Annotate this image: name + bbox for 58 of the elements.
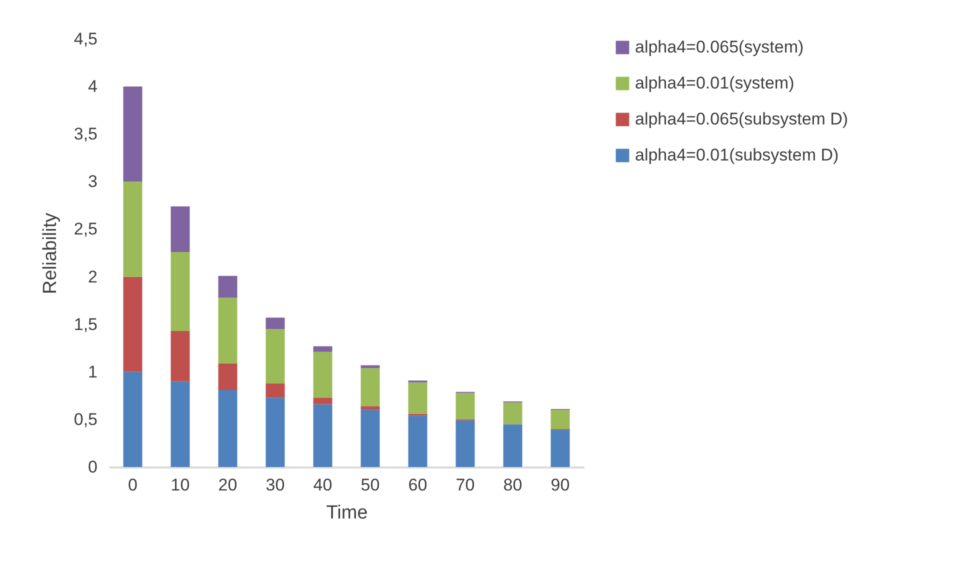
y-tick-label: 4	[88, 77, 98, 96]
y-tick-label: 2,5	[74, 220, 98, 239]
x-tick-label: 40	[313, 476, 332, 494]
bar	[266, 398, 285, 467]
y-tick-label: 2	[88, 267, 98, 286]
x-tick-label: 50	[360, 476, 380, 494]
bar	[123, 372, 142, 467]
y-axis-title: Reliability	[40, 212, 61, 294]
bar	[456, 392, 475, 420]
x-tick-label: 80	[503, 476, 522, 494]
legend-label: alpha4=0.065(system)	[635, 38, 804, 56]
bar	[266, 383, 285, 398]
bar	[123, 276, 142, 372]
bar	[218, 390, 238, 467]
y-tick-label: 3	[88, 172, 98, 192]
bar	[503, 424, 522, 467]
x-tick-label: 10	[170, 476, 190, 494]
bar	[170, 206, 190, 252]
bar	[360, 365, 380, 368]
bar	[456, 420, 475, 467]
legend-label: alpha4=0.065(subsystem D)	[635, 110, 848, 128]
bar	[313, 352, 332, 398]
bar	[408, 382, 428, 414]
bar	[266, 318, 285, 330]
y-tick-label: 3,5	[74, 124, 98, 144]
bar	[360, 368, 380, 406]
bar	[170, 252, 190, 331]
y-tick-label: 1,5	[74, 314, 98, 334]
x-tick-label: 0	[128, 476, 138, 494]
bar	[170, 381, 190, 467]
bar	[408, 416, 428, 467]
x-tick-label: 30	[266, 476, 285, 494]
bar	[313, 404, 332, 467]
legend-label: alpha4=0.01(subsystem D)	[635, 146, 839, 164]
bar	[360, 410, 380, 467]
bar	[550, 430, 570, 467]
bar	[218, 298, 238, 364]
x-tick-label: 70	[456, 476, 475, 494]
y-tick-label: 0	[88, 458, 98, 476]
bar	[218, 276, 238, 298]
bar	[503, 402, 522, 424]
bar	[550, 410, 570, 429]
legend-label: alpha4=0.01(system)	[635, 74, 794, 92]
bar	[170, 330, 190, 382]
bar	[123, 86, 142, 182]
y-tick-label: 0,5	[74, 410, 98, 429]
bar	[266, 329, 285, 384]
bar	[218, 363, 238, 390]
x-tick-label: 60	[408, 476, 428, 494]
bar	[313, 346, 332, 352]
y-tick-label: 4,5	[74, 30, 98, 48]
x-tick-label: 90	[550, 476, 570, 494]
x-tick-label: 20	[218, 476, 238, 494]
y-tick-label: 1	[88, 362, 98, 382]
x-axis-title: Time	[326, 502, 368, 524]
bar	[313, 398, 332, 404]
bar	[123, 182, 142, 277]
bar	[360, 406, 380, 410]
